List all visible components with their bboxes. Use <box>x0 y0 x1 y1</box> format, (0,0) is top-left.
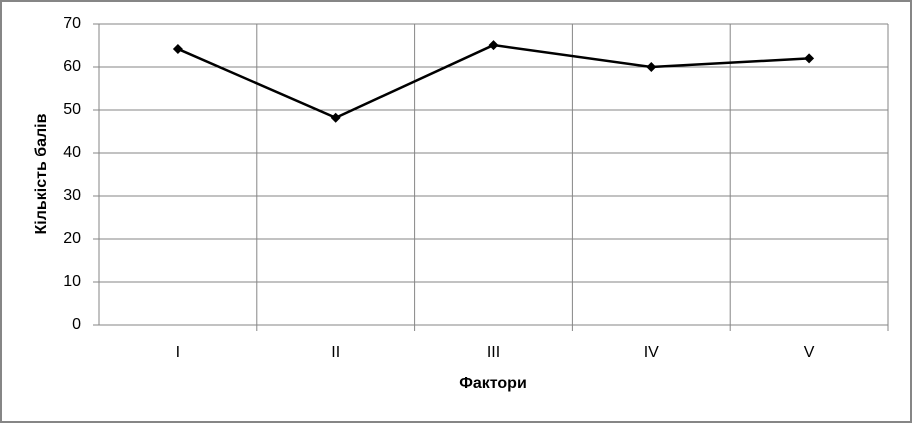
x-tick-label: I <box>176 344 180 361</box>
y-tick-label: 50 <box>63 101 81 118</box>
marker <box>330 112 341 123</box>
x-tick-label: IV <box>644 344 659 361</box>
x-tick-label: III <box>487 344 500 361</box>
y-tick-label: 70 <box>63 15 81 32</box>
marker <box>488 40 499 51</box>
y-tick-label: 10 <box>63 273 81 290</box>
x-axis-title: Фактори <box>459 375 527 392</box>
y-tick-label: 60 <box>63 58 81 75</box>
y-tick-label: 0 <box>72 316 81 333</box>
y-axis-title: Кількість балів <box>33 113 50 234</box>
marker <box>172 43 183 54</box>
x-tick-label: V <box>804 344 815 361</box>
x-tick-label: II <box>331 344 340 361</box>
marker <box>804 53 815 64</box>
y-tick-label: 40 <box>63 144 81 161</box>
y-tick-label: 30 <box>63 187 81 204</box>
marker <box>646 62 657 72</box>
y-tick-label: 20 <box>63 230 81 247</box>
